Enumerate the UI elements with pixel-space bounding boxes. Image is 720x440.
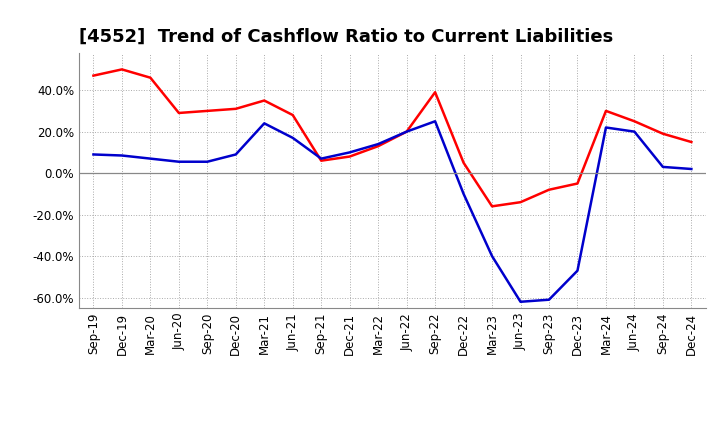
- Free CF to Current Liabilities: [346, 150, 354, 155]
- Free CF to Current Liabilities: [687, 166, 696, 172]
- Free CF to Current Liabilities: [602, 125, 611, 130]
- Free CF to Current Liabilities: [260, 121, 269, 126]
- Free CF to Current Liabilities: [289, 135, 297, 140]
- Free CF to Current Liabilities: [374, 141, 382, 147]
- Operating CF to Current Liabilities: [516, 200, 525, 205]
- Free CF to Current Liabilities: [402, 129, 411, 134]
- Free CF to Current Liabilities: [203, 159, 212, 165]
- Operating CF to Current Liabilities: [374, 143, 382, 149]
- Free CF to Current Liabilities: [516, 299, 525, 304]
- Operating CF to Current Liabilities: [659, 131, 667, 136]
- Free CF to Current Liabilities: [659, 164, 667, 169]
- Operating CF to Current Liabilities: [402, 129, 411, 134]
- Operating CF to Current Liabilities: [117, 67, 126, 72]
- Free CF to Current Liabilities: [630, 129, 639, 134]
- Operating CF to Current Liabilities: [346, 154, 354, 159]
- Operating CF to Current Liabilities: [487, 204, 496, 209]
- Operating CF to Current Liabilities: [260, 98, 269, 103]
- Operating CF to Current Liabilities: [89, 73, 98, 78]
- Free CF to Current Liabilities: [431, 119, 439, 124]
- Free CF to Current Liabilities: [573, 268, 582, 273]
- Operating CF to Current Liabilities: [317, 158, 325, 163]
- Free CF to Current Liabilities: [232, 152, 240, 157]
- Free CF to Current Liabilities: [174, 159, 183, 165]
- Operating CF to Current Liabilities: [630, 119, 639, 124]
- Line: Free CF to Current Liabilities: Free CF to Current Liabilities: [94, 121, 691, 302]
- Text: [4552]  Trend of Cashflow Ratio to Current Liabilities: [4552] Trend of Cashflow Ratio to Curren…: [79, 28, 613, 46]
- Free CF to Current Liabilities: [487, 253, 496, 259]
- Operating CF to Current Liabilities: [459, 160, 468, 165]
- Operating CF to Current Liabilities: [431, 90, 439, 95]
- Operating CF to Current Liabilities: [687, 139, 696, 145]
- Operating CF to Current Liabilities: [203, 108, 212, 114]
- Operating CF to Current Liabilities: [174, 110, 183, 116]
- Operating CF to Current Liabilities: [289, 112, 297, 117]
- Free CF to Current Liabilities: [317, 156, 325, 161]
- Operating CF to Current Liabilities: [232, 106, 240, 111]
- Free CF to Current Liabilities: [545, 297, 554, 302]
- Operating CF to Current Liabilities: [573, 181, 582, 186]
- Operating CF to Current Liabilities: [602, 108, 611, 114]
- Free CF to Current Liabilities: [89, 152, 98, 157]
- Line: Operating CF to Current Liabilities: Operating CF to Current Liabilities: [94, 70, 691, 206]
- Operating CF to Current Liabilities: [146, 75, 155, 81]
- Free CF to Current Liabilities: [117, 153, 126, 158]
- Operating CF to Current Liabilities: [545, 187, 554, 192]
- Free CF to Current Liabilities: [459, 191, 468, 197]
- Free CF to Current Liabilities: [146, 156, 155, 161]
